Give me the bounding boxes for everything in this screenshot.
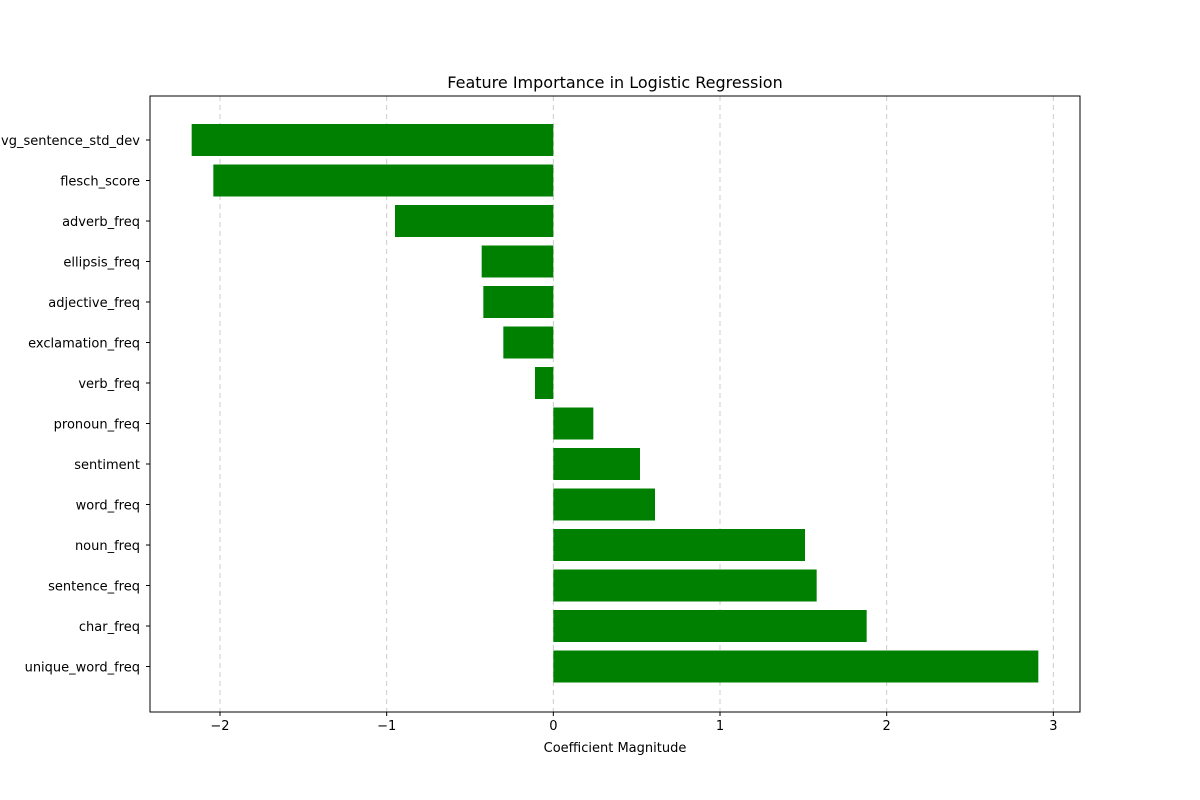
grid-lines [219, 96, 1054, 712]
bar-flesch_score [213, 164, 554, 197]
x-tick-label: 2 [883, 719, 891, 734]
y-tick-label: unique_word_freq [25, 661, 140, 676]
bar-pronoun_freq [553, 407, 594, 440]
bar-adverb_freq [395, 205, 554, 237]
bar-verb_freq [535, 367, 554, 399]
y-tick-label: char_freq [79, 620, 140, 635]
x-tick-label: 3 [1049, 719, 1057, 734]
bar-word_freq [553, 488, 655, 521]
bars [191, 124, 1039, 683]
y-tick-label: ellipsis_freq [63, 256, 140, 271]
y-tick-label: flesch_score [60, 175, 140, 190]
x-tick-label: 0 [549, 719, 557, 734]
bar-sentence_freq [553, 569, 817, 602]
bar-char_freq [553, 610, 867, 642]
y-ticks: avg_sentence_std_dev flesch_score adverb_f… [0, 134, 150, 676]
y-tick-label: word_freq [76, 499, 140, 514]
y-tick-label: sentence_freq [48, 580, 140, 595]
y-tick-label: adjective_freq [48, 296, 140, 311]
y-tick-label: avg_sentence_std_dev [0, 134, 140, 149]
y-tick-label: adverb_freq [62, 215, 140, 230]
x-tick-label: 1 [716, 719, 724, 734]
bar-sentiment [553, 448, 640, 480]
x-tick-label: −2 [210, 719, 229, 734]
x-axis-label: Coefficient Magnitude [544, 741, 687, 756]
bar-ellipsis_freq [481, 245, 554, 278]
y-tick-label: exclamation_freq [28, 337, 140, 352]
y-tick-label: pronoun_freq [54, 418, 140, 433]
bar-unique_word_freq [553, 650, 1039, 683]
bar-avg_sentence_std_dev [191, 124, 554, 156]
chart-title: Feature Importance in Logistic Regressio… [447, 73, 782, 92]
bar-adjective_freq [483, 286, 554, 318]
y-tick-label: verb_freq [78, 377, 140, 392]
x-ticks: −2 −1 0 1 2 3 [210, 712, 1057, 734]
bar-exclamation_freq [503, 326, 554, 359]
y-tick-label: noun_freq [75, 539, 140, 554]
x-tick-label: −1 [377, 719, 396, 734]
bar-noun_freq [553, 529, 805, 561]
plot-frame [149, 95, 1081, 713]
y-tick-label: sentiment [74, 458, 140, 473]
